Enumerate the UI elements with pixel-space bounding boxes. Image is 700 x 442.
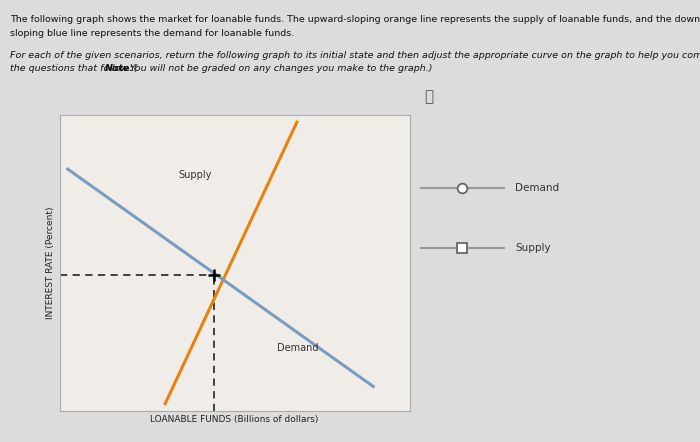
Text: Note:: Note:	[104, 64, 134, 73]
Text: Supply: Supply	[178, 170, 212, 180]
Text: Demand: Demand	[276, 343, 318, 353]
Text: Demand: Demand	[515, 183, 559, 193]
Text: the questions that follow. (: the questions that follow. (	[10, 64, 138, 73]
Text: For each of the given scenarios, return the following graph to its initial state: For each of the given scenarios, return …	[10, 51, 700, 60]
Text: ⓘ: ⓘ	[424, 89, 433, 104]
Text: sloping blue line represents the demand for loanable funds.: sloping blue line represents the demand …	[10, 29, 295, 38]
Text: You will not be graded on any changes you make to the graph.): You will not be graded on any changes yo…	[127, 64, 433, 73]
X-axis label: LOANABLE FUNDS (Billions of dollars): LOANABLE FUNDS (Billions of dollars)	[150, 415, 318, 424]
Text: Supply: Supply	[515, 243, 551, 252]
Text: The following graph shows the market for loanable funds. The upward-sloping oran: The following graph shows the market for…	[10, 15, 700, 24]
Y-axis label: INTEREST RATE (Percent): INTEREST RATE (Percent)	[46, 207, 55, 319]
